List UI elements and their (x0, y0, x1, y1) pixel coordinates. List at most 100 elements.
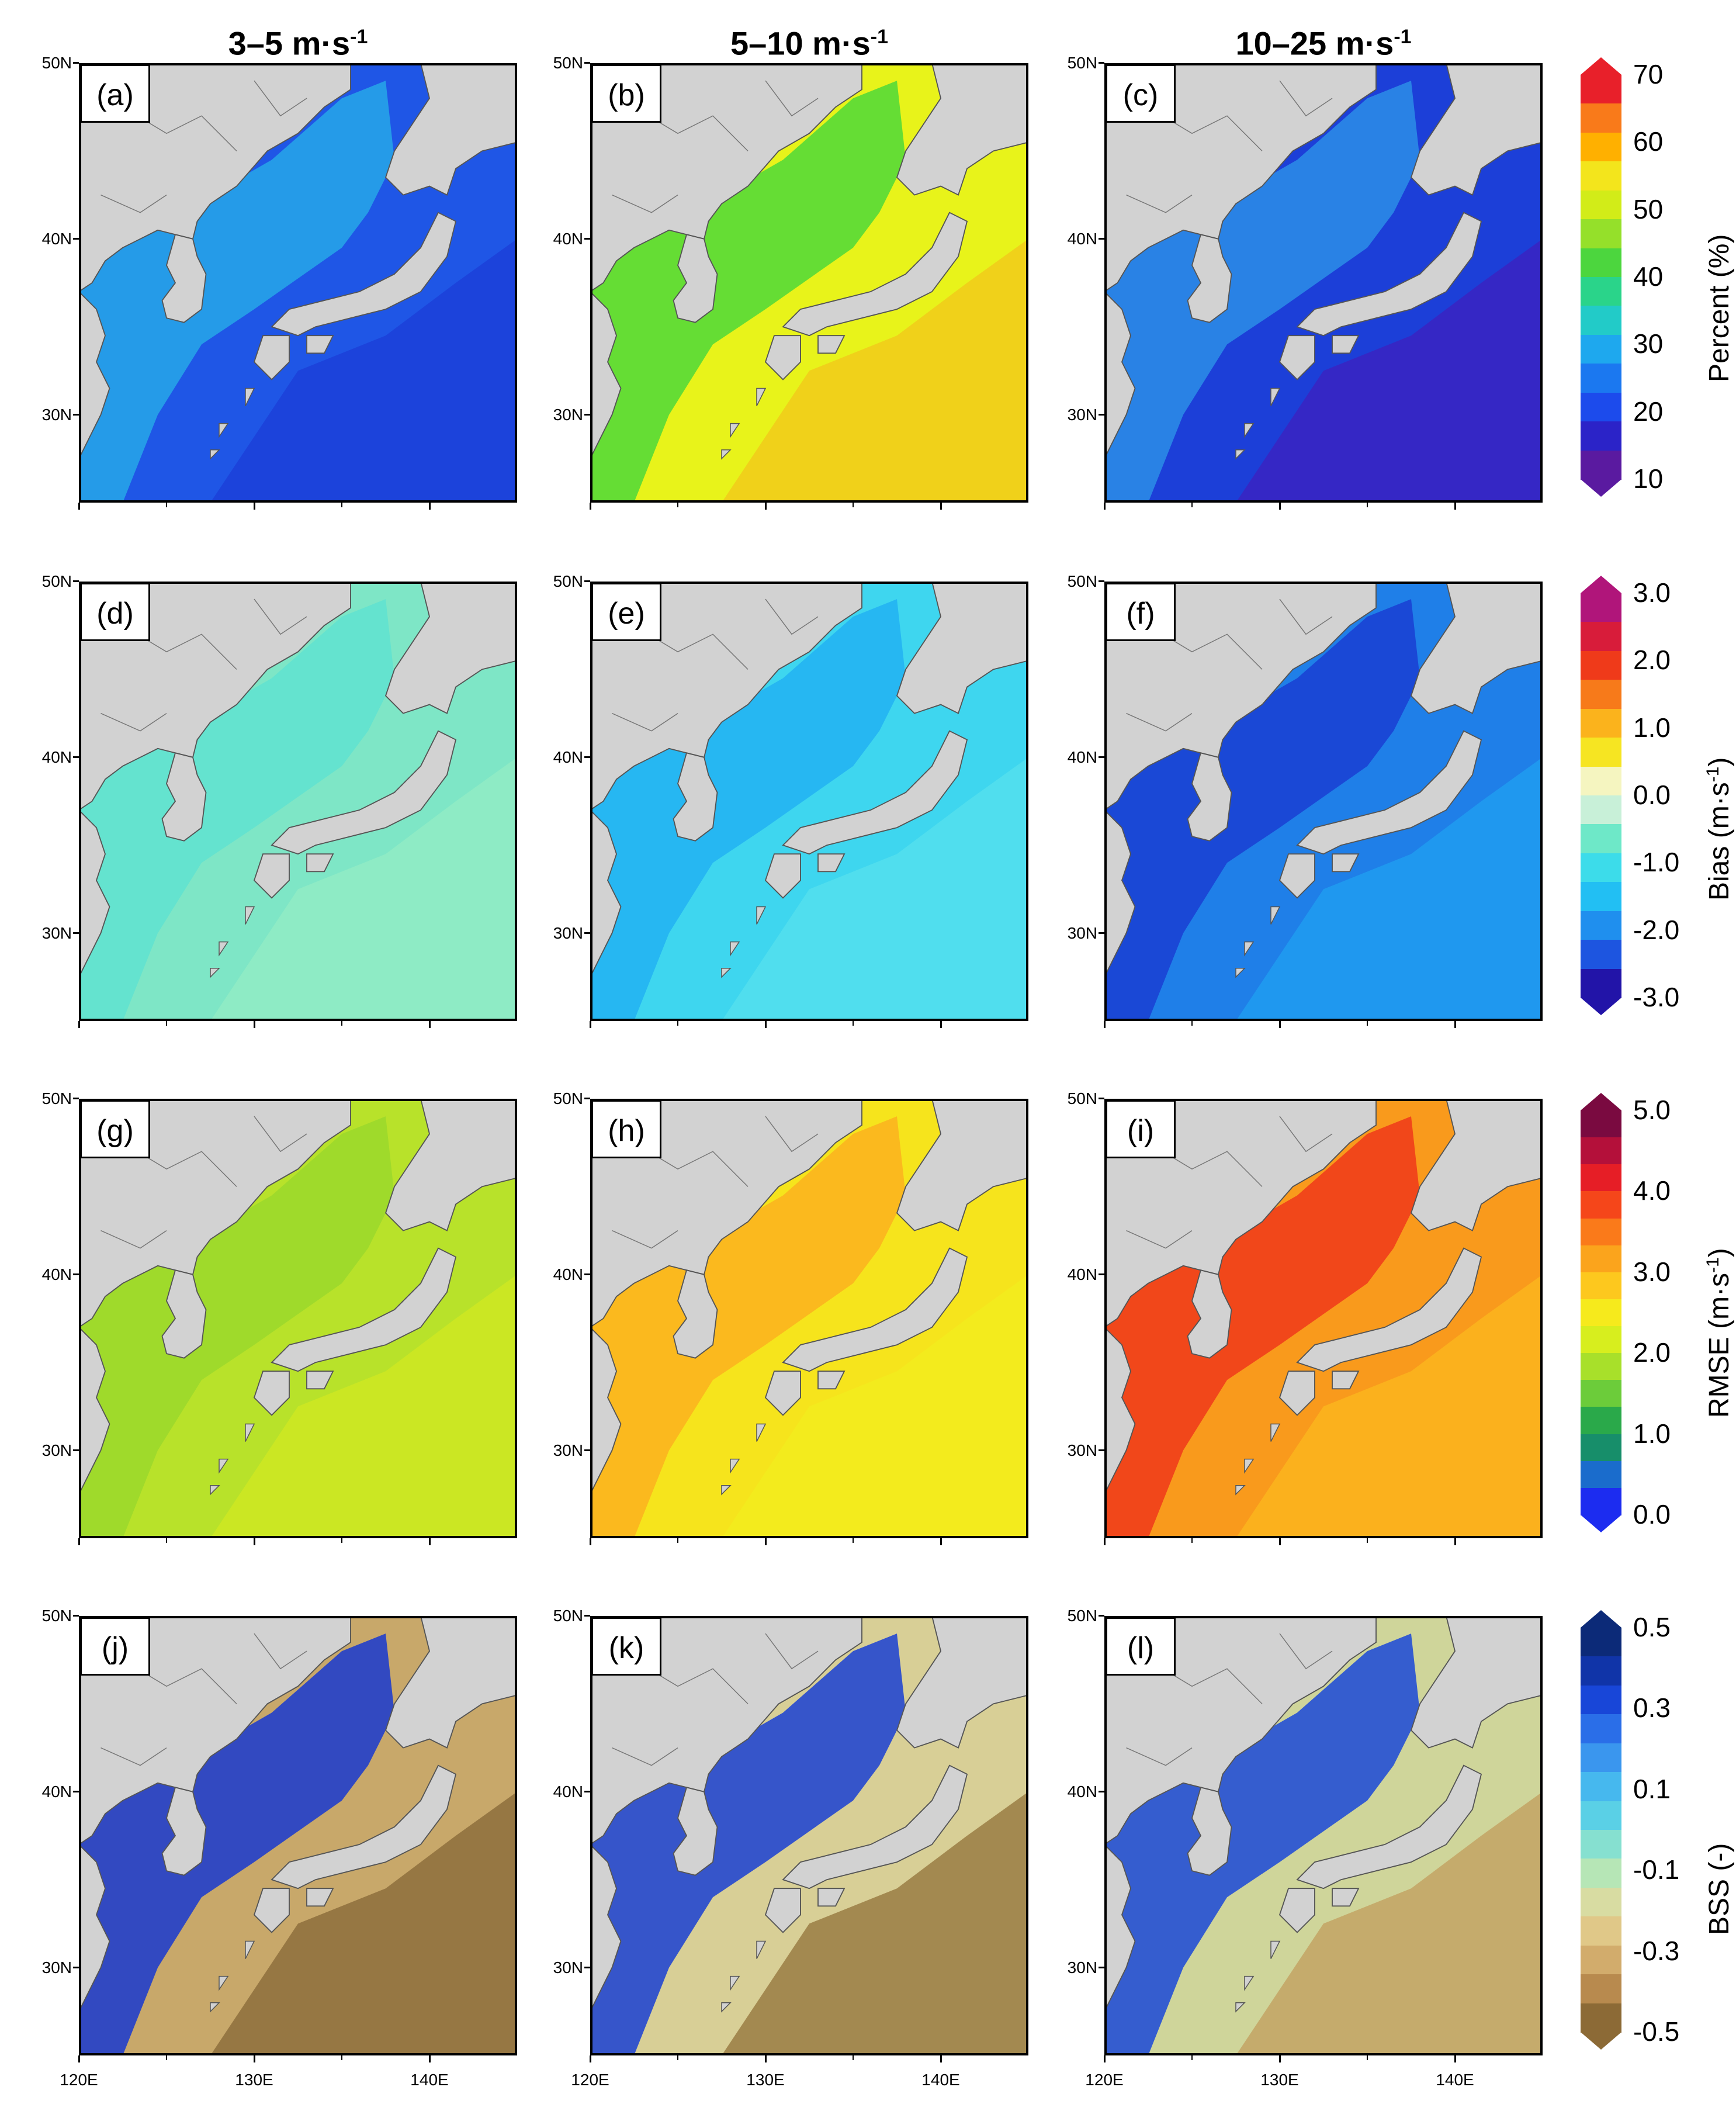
country-border (1279, 80, 1333, 117)
colorbar-segment (1581, 1656, 1621, 1686)
island (1235, 2002, 1246, 2013)
colorbar-segment (1581, 708, 1621, 739)
axis-tick (584, 1098, 590, 1099)
panel-label: (j) (80, 1617, 150, 1676)
island (210, 2002, 220, 2013)
colorbar-title-end: ) (1704, 1248, 1735, 1258)
country-border (612, 1230, 678, 1249)
land-area (161, 1269, 207, 1359)
longitude-label: 130E (746, 2071, 785, 2089)
country-border (1279, 598, 1333, 635)
land-area (1187, 1269, 1232, 1359)
colorbar-tick-label: -1.0 (1633, 847, 1680, 878)
axis-minor-tick (1191, 503, 1193, 507)
colorbar-segment (1581, 450, 1621, 480)
colorbar-segment (1581, 277, 1621, 307)
island (1244, 941, 1255, 957)
longitude-label: 130E (235, 2071, 273, 2089)
land-area (306, 1371, 334, 1390)
country-border (1126, 712, 1193, 732)
axis-minor-tick (1191, 1021, 1193, 1026)
axis-minor-tick (677, 2055, 678, 2060)
colorbar-top-arrow (1581, 576, 1621, 593)
ocean-field-deep (1236, 1274, 1543, 1538)
axis-minor-tick (1367, 1021, 1368, 1026)
island (730, 423, 740, 438)
colorbar-segment (1581, 132, 1621, 162)
land-area (1296, 730, 1482, 855)
country-border (612, 712, 678, 732)
map-svg (1104, 1099, 1543, 1538)
axis-tick (1104, 1021, 1106, 1028)
colorbar-segment (1581, 1299, 1621, 1327)
ocean-field-shelf (590, 81, 906, 503)
land-area (253, 1888, 290, 1933)
axis-tick (73, 237, 79, 240)
axis-tick (73, 580, 79, 582)
axis-minor-tick (341, 2055, 342, 2060)
colorbar-segment (1581, 421, 1621, 451)
colorbar-segment (1581, 593, 1621, 623)
country-border (612, 1747, 678, 1766)
land-area (161, 234, 207, 323)
colorbar-tick-label: -0.1 (1633, 1854, 1680, 1885)
land-area (590, 290, 622, 459)
ocean-field-shelf (1104, 1116, 1420, 1538)
colorbar-title-text: Percent (%) (1704, 234, 1735, 382)
latitude-label: 50N (1067, 1607, 1097, 1625)
land-area (1296, 212, 1482, 337)
latitude-label: 50N (1067, 572, 1097, 590)
latitude-label: 30N (1067, 1441, 1097, 1459)
map-svg (590, 63, 1028, 503)
axis-minor-tick (853, 1538, 854, 1543)
ocean-field-deep (1236, 1791, 1543, 2055)
latitude-label: 50N (41, 54, 72, 72)
latitude-label: 40N (553, 1265, 583, 1283)
latitude-label: 50N (41, 1089, 72, 1108)
axis-tick (78, 503, 80, 510)
axis-minor-tick (677, 1021, 678, 1026)
panel-label: (l) (1106, 1617, 1176, 1676)
longitude-label: 140E (410, 2071, 449, 2089)
axis-tick (1454, 2055, 1456, 2062)
colorbar-segment (1581, 680, 1621, 710)
island (1235, 449, 1246, 460)
colorbar-segment (1581, 824, 1621, 854)
land-area (817, 335, 846, 354)
colorbar-row-1 (1581, 57, 1621, 497)
land-area (253, 853, 290, 899)
map-panel-h (590, 1099, 1028, 1538)
land-area (1332, 335, 1360, 354)
axis-tick (584, 1966, 590, 1968)
colorbar-title-end: ) (1704, 757, 1735, 767)
island (1270, 387, 1281, 406)
colorbar-tick-label: 20 (1633, 396, 1664, 427)
land-area (271, 730, 457, 855)
axis-tick (1099, 1273, 1104, 1275)
country-border (765, 80, 819, 117)
land-area (1104, 1326, 1136, 1495)
axis-minor-tick (341, 1538, 342, 1543)
axis-tick (73, 1098, 79, 1099)
latitude-label: 30N (41, 1441, 72, 1459)
land-area (271, 1764, 457, 1889)
land-area (673, 752, 718, 842)
colorbar-tick-label: 0.3 (1633, 1693, 1671, 1724)
colorbar-segment (1581, 1714, 1621, 1744)
axis-tick (1099, 580, 1104, 582)
longitude-label: 130E (1260, 2071, 1299, 2089)
latitude-label: 40N (41, 747, 72, 766)
latitude-label: 40N (553, 747, 583, 766)
axis-tick (73, 1615, 79, 1617)
axis-minor-tick (1191, 1538, 1193, 1543)
colorbar-segment (1581, 766, 1621, 796)
axis-tick (1099, 1790, 1104, 1792)
land-area (764, 853, 801, 899)
ocean-field-shelf (79, 599, 394, 1021)
colorbar-segment (1581, 1461, 1621, 1489)
axis-tick (584, 62, 590, 64)
land-area (764, 1371, 801, 1416)
map-svg (590, 582, 1028, 1021)
island (1244, 423, 1255, 438)
land-area (1187, 1787, 1232, 1876)
